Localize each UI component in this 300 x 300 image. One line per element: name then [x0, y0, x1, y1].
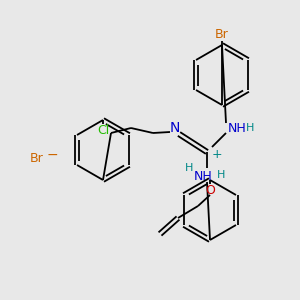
Text: H: H — [185, 163, 193, 173]
Text: +: + — [212, 148, 222, 160]
Text: H: H — [246, 123, 254, 133]
Text: Br: Br — [30, 152, 44, 164]
Text: Cl: Cl — [97, 124, 109, 136]
Text: N: N — [170, 121, 180, 135]
Text: H: H — [217, 170, 225, 180]
Text: NH: NH — [228, 122, 247, 134]
Text: Br: Br — [215, 28, 229, 41]
Text: NH: NH — [194, 170, 212, 183]
Text: −: − — [47, 148, 58, 162]
Text: O: O — [205, 184, 215, 196]
